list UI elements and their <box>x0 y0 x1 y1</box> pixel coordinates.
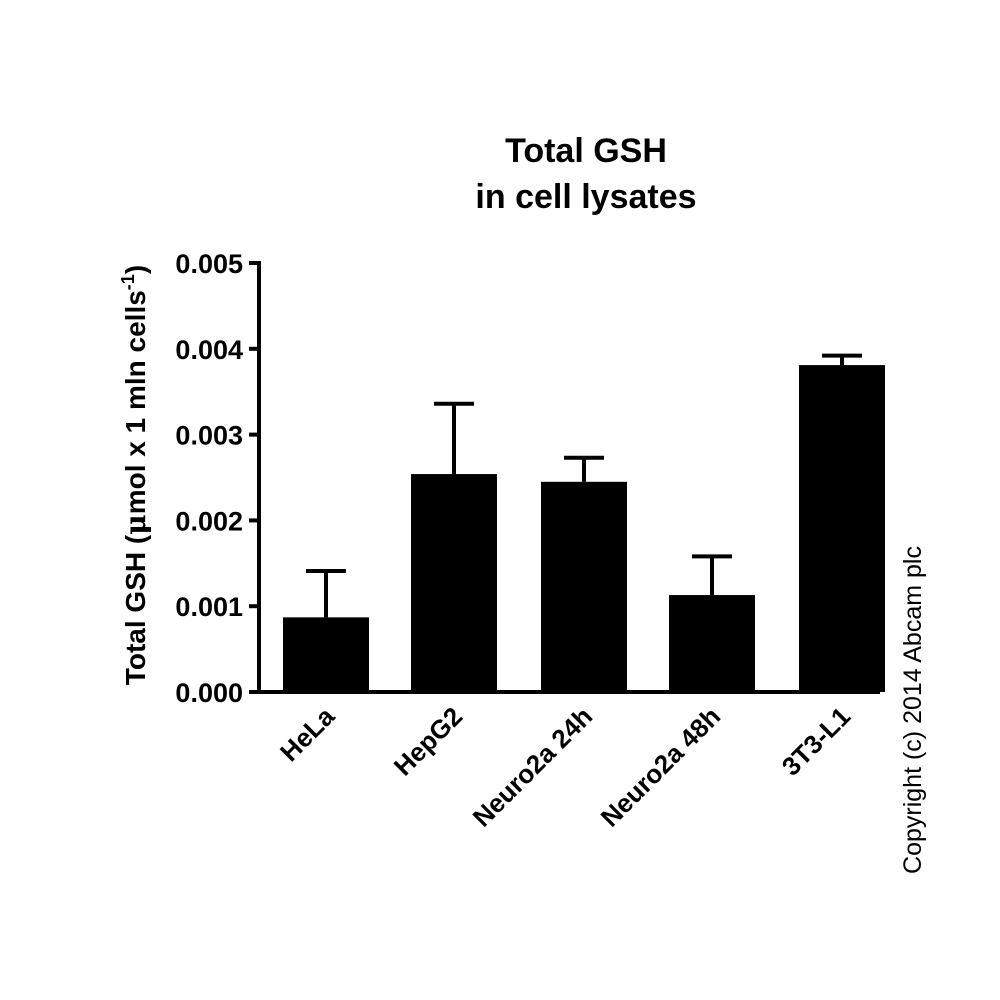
y-tick-label: 0.002 <box>175 506 243 536</box>
bar <box>283 617 369 692</box>
x-tick-label: HepG2 <box>388 701 468 781</box>
bar <box>541 481 627 692</box>
bars-group <box>283 353 885 692</box>
y-tick-label: 0.000 <box>175 678 243 708</box>
chart-title-line-2: in cell lysates <box>475 178 696 216</box>
y-tick-label: 0.003 <box>175 421 243 451</box>
x-tick-label: HeLa <box>274 701 341 768</box>
x-tick-label: Neuro2a 48h <box>595 701 727 833</box>
y-tick-label: 0.001 <box>175 592 243 622</box>
bar <box>411 474 497 692</box>
y-axis-ticks: 0.000 0.001 0.002 0.003 0.004 0.005 <box>175 249 259 708</box>
bar <box>669 595 755 692</box>
y-axis-label: Total GSH (μmol x 1 mln cells-1) <box>118 265 152 685</box>
y-tick-label: 0.004 <box>175 335 243 365</box>
copyright-notice: Copyright (c) 2014 Abcam plc <box>899 546 927 874</box>
chart-title-line-1: Total GSH <box>505 132 667 170</box>
y-tick-label: 0.005 <box>175 249 243 279</box>
x-tick-label: Neuro2a 24h <box>467 701 599 833</box>
x-tick-label: 3T3-L1 <box>776 701 856 781</box>
bar <box>799 365 885 692</box>
